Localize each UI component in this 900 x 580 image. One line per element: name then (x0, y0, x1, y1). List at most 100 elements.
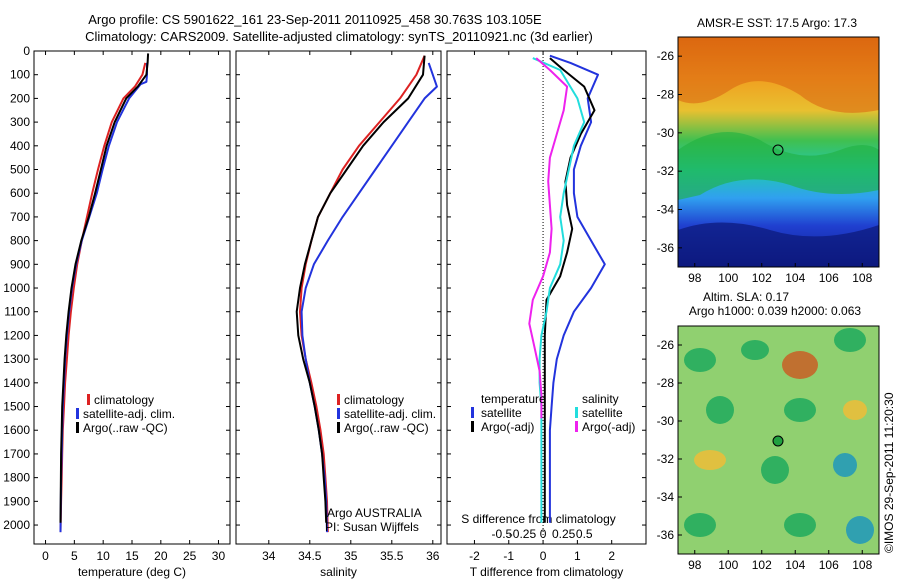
agency-label: Argo AUSTRALIA (327, 506, 422, 520)
x-tick-label: -1 (503, 549, 514, 563)
y-tick-label: 700 (10, 210, 30, 224)
legend-label-argo-2: Argo(..raw -QC) (344, 421, 429, 435)
salinity-panel: 34 34.5 35 35.5 36 salinity (235, 50, 442, 579)
map-y-tick-label: -30 (657, 126, 675, 140)
temperature-legend: climatology satellite-adj. clim. Argo(..… (76, 393, 175, 435)
series-line-temperature-satellite (548, 54, 606, 523)
y-tick-label: 900 (10, 257, 30, 271)
y-tick-label: 1700 (3, 447, 30, 461)
temperature-panel: 0 5 10 15 20 25 300100200300400500600700800900… (3, 44, 231, 579)
legend-swatch-t-satellite (471, 407, 474, 418)
map-x-tick-label: 102 (752, 558, 772, 572)
y-tick-label: 100 (10, 68, 30, 82)
series-line-argo-raw-qc- (295, 55, 426, 523)
sla-map-title-1: Altim. SLA: 0.17 (703, 290, 789, 304)
secondary-tick-label: -0.25 (509, 527, 537, 541)
x-axis-label: salinity (320, 565, 357, 579)
x-tick-label: -2 (469, 549, 480, 563)
x-tick-label: 30 (212, 549, 226, 563)
sst-map: AMSR-E SST: 17.5 Argo: 17.3 98 100 102 104 1… (657, 16, 880, 285)
legend-label-t-argo: Argo(-adj) (481, 420, 534, 434)
legend-swatch-argo-2 (337, 422, 340, 433)
map-y-tick-label: -32 (657, 164, 675, 178)
map-y-tick-label: -34 (657, 203, 675, 217)
map-y-tick-label: -26 (657, 338, 675, 352)
map-x-tick-label: 108 (852, 558, 872, 572)
y-tick-label: 500 (10, 163, 30, 177)
plot-frame (235, 50, 442, 545)
series-line-salinity-argo-adj- (528, 57, 569, 419)
legend-label-s-satellite: satellite (582, 406, 623, 420)
secondary-tick-label: 0.5 (576, 527, 593, 541)
difference-panel: -2 -1 0 1 2 T difference from climatology S di… (446, 50, 647, 579)
x-tick-label: 35 (344, 549, 358, 563)
y-tick-label: 1000 (3, 281, 30, 295)
map-x-tick-label: 104 (785, 558, 805, 572)
y-tick-label: 1600 (3, 423, 30, 437)
map-y-tick-label: -26 (657, 49, 675, 63)
secondary-axis-label: S difference from climatology (461, 512, 616, 526)
y-tick-label: 400 (10, 139, 30, 153)
legend-label-t-satellite: satellite (481, 406, 522, 420)
secondary-tick-label: 0 (540, 527, 547, 541)
y-tick-label: 1900 (3, 494, 30, 508)
map-x-tick-label: 104 (785, 271, 805, 285)
x-tick-label: 10 (96, 549, 110, 563)
legend-swatch-climatology (87, 394, 90, 405)
y-tick-label: 0 (23, 44, 30, 58)
salinity-legend: climatology satellite-adj. clim. Argo(..… (325, 393, 436, 534)
map-x-tick-label: 98 (688, 558, 702, 572)
y-tick-label: 1300 (3, 352, 30, 366)
series-line-argo-raw-qc- (59, 53, 150, 523)
map-x-tick-label: 102 (752, 271, 772, 285)
map-y-tick-label: -28 (657, 376, 675, 390)
y-tick-label: 1100 (4, 305, 30, 319)
sst-warm-patch (678, 37, 879, 113)
x-tick-label: 34.5 (298, 549, 322, 563)
y-tick-label: 1800 (3, 471, 30, 485)
legend-label-climatology-2: climatology (344, 393, 404, 407)
legend-label-argo: Argo(..raw -QC) (83, 421, 168, 435)
legend-label-satellite: satellite-adj. clim. (83, 407, 175, 421)
map-x-tick-label: 106 (819, 271, 839, 285)
map-y-tick-label: -36 (657, 241, 675, 255)
series-line-salinity-satellite (532, 57, 586, 523)
figure-title: Argo profile: CS 5901622_161 23-Sep-2011… (88, 12, 542, 27)
x-tick-label: 36 (426, 549, 440, 563)
x-tick-label: 5 (71, 549, 78, 563)
legend-swatch-s-satellite (575, 407, 578, 418)
series-line-climatology (59, 62, 147, 533)
secondary-tick-label: 0.25 (552, 527, 576, 541)
sst-argo-marker (772, 144, 784, 156)
map-x-tick-label: 100 (718, 271, 738, 285)
legend-label-s-argo: Argo(-adj) (582, 420, 635, 434)
x-tick-label: 35.5 (380, 549, 404, 563)
sst-green-band (678, 132, 879, 200)
x-tick-label: 0 (42, 549, 49, 563)
figure-subtitle: Climatology: CARS2009. Satellite-adjuste… (85, 29, 593, 44)
sst-map-frame (677, 36, 880, 268)
legend-title-temperature: temperature (481, 392, 546, 406)
x-axis-label: T difference from climatology (470, 565, 624, 579)
map-y-tick-label: -28 (657, 88, 675, 102)
x-tick-label: 2 (608, 549, 615, 563)
x-tick-label: 34 (262, 549, 276, 563)
legend-label-climatology: climatology (94, 393, 154, 407)
legend-label-satellite-2: satellite-adj. clim. (344, 407, 436, 421)
y-tick-label: 1200 (3, 328, 30, 342)
legend-swatch-t-argo (471, 421, 474, 432)
y-tick-label: 600 (10, 186, 30, 200)
legend-swatch-climatology-2 (337, 394, 340, 405)
y-tick-label: 1500 (3, 400, 30, 414)
timestamp-label: ©IMOS 29-Sep-2011 11:20:30 (882, 392, 896, 553)
map-y-tick-label: -30 (657, 414, 675, 428)
y-tick-label: 800 (10, 234, 30, 248)
x-tick-label: 0 (540, 549, 547, 563)
map-y-tick-label: -32 (657, 452, 675, 466)
legend-swatch-s-argo (575, 421, 578, 432)
legend-swatch-argo (76, 422, 79, 433)
y-tick-label: 2000 (3, 518, 30, 532)
y-tick-label: 1400 (3, 376, 30, 390)
x-tick-label: 20 (154, 549, 168, 563)
map-x-tick-label: 100 (718, 558, 738, 572)
